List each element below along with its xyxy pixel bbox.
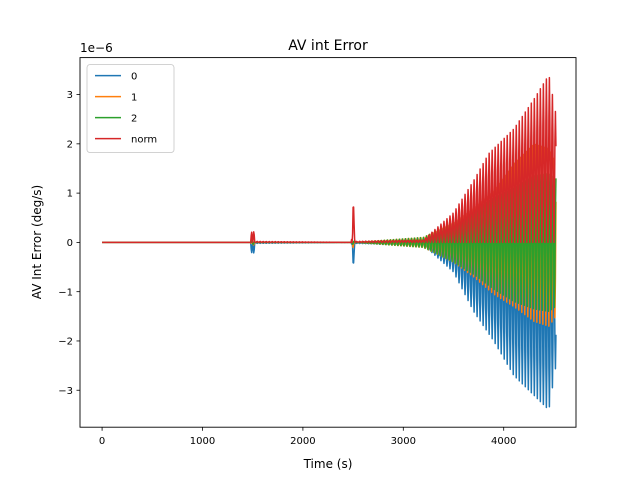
y-axis-label: AV Int Error (deg/s) bbox=[30, 185, 44, 299]
series-line-norm bbox=[101, 76, 557, 244]
x-tick-label: 3000 bbox=[391, 436, 416, 447]
y-tick-label: −3 bbox=[58, 386, 73, 397]
y-tick-label: −2 bbox=[58, 337, 73, 348]
legend-label-0: 0 bbox=[131, 72, 137, 83]
y-tick-label: 0 bbox=[67, 238, 73, 249]
legend: 0 1 2 norm bbox=[86, 64, 175, 154]
chart-title: AV int Error bbox=[288, 38, 368, 54]
legend-box bbox=[86, 64, 175, 154]
x-tick-label: 2000 bbox=[290, 436, 315, 447]
y-tick-label: 3 bbox=[67, 90, 73, 101]
plot-area bbox=[101, 76, 557, 409]
y-tick-label: −1 bbox=[58, 287, 73, 298]
y-axis-ticks: −3 −2 −1 0 1 2 3 bbox=[58, 90, 80, 397]
legend-label-norm: norm bbox=[131, 135, 157, 146]
x-tick-label: 0 bbox=[99, 436, 105, 447]
y-axis-offset-label: 1e−6 bbox=[80, 41, 113, 55]
x-tick-label: 1000 bbox=[190, 436, 215, 447]
y-tick-label: 2 bbox=[67, 139, 73, 150]
y-tick-label: 1 bbox=[67, 189, 73, 200]
legend-label-1: 1 bbox=[131, 93, 137, 104]
x-tick-label: 4000 bbox=[491, 436, 516, 447]
legend-label-2: 2 bbox=[131, 114, 137, 125]
x-axis-ticks: 0 1000 2000 3000 4000 bbox=[99, 427, 516, 447]
x-axis-label: Time (s) bbox=[303, 457, 353, 471]
